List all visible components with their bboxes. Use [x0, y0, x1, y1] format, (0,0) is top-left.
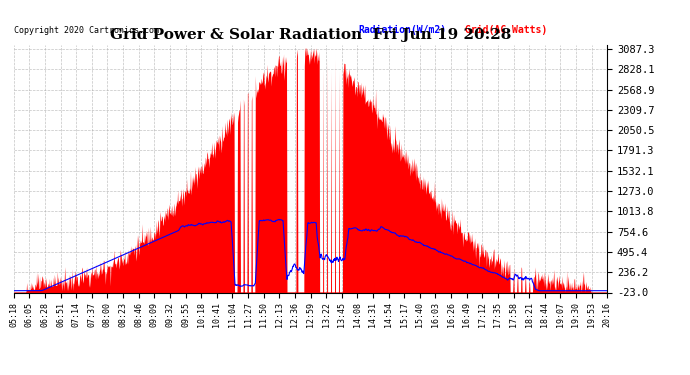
Text: Copyright 2020 Cartronics.com: Copyright 2020 Cartronics.com — [14, 26, 159, 35]
Text: Grid(AC Watts): Grid(AC Watts) — [465, 25, 547, 35]
Title: Grid Power & Solar Radiation  Fri Jun 19 20:28: Grid Power & Solar Radiation Fri Jun 19 … — [110, 28, 511, 42]
Text: Radiation(W/m2): Radiation(W/m2) — [358, 25, 446, 35]
